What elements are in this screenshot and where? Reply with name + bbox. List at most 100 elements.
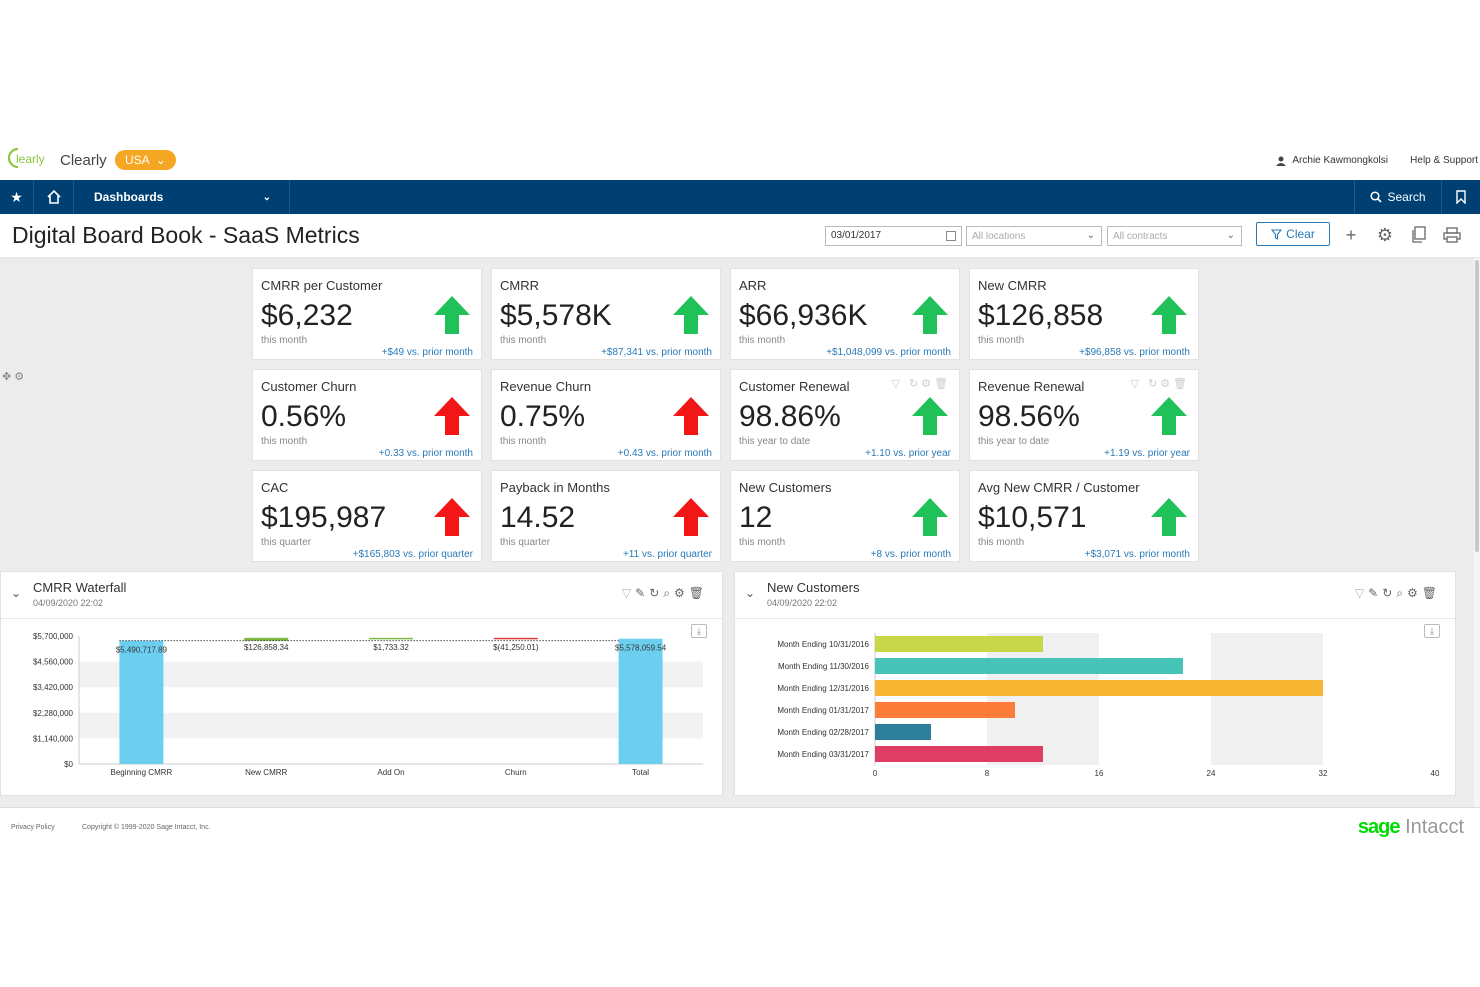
entity-selector[interactable]: USA ⌄	[115, 150, 176, 170]
clear-filters-button[interactable]: Clear	[1256, 222, 1330, 246]
copy-icon[interactable]	[1407, 224, 1429, 246]
collapse-chevron-icon[interactable]: ⌄	[745, 586, 756, 600]
kpi-delta: +$96,858 vs. prior month	[1079, 347, 1190, 358]
gear-icon[interactable]: ⚙	[674, 586, 689, 600]
kpi-tile[interactable]: Customer Renewal 98.86% this year to date +…	[730, 369, 960, 461]
waterfall-chart: $0 $1,140,000 $2,280,000 $3,420,000 $4,560,0…	[33, 632, 703, 777]
settings-gear-icon[interactable]: ⚙	[1376, 224, 1394, 245]
y-tick-label: $0	[64, 760, 73, 769]
scrollbar-thumb[interactable]	[1475, 260, 1479, 552]
kpi-title: CMRR per Customer	[261, 278, 383, 293]
refresh-icon[interactable]: ↻	[649, 586, 664, 600]
y-category-label: Month Ending 02/28/2017	[777, 728, 869, 737]
dashboards-label: Dashboards	[94, 190, 164, 204]
edit-icon[interactable]: ✎	[635, 586, 650, 600]
gear-icon[interactable]: ⚙	[1407, 586, 1422, 600]
kpi-tile[interactable]: CMRR per Customer $6,232 this month +$49 vs…	[252, 268, 482, 360]
calendar-icon[interactable]	[946, 231, 956, 241]
privacy-policy-link[interactable]: Privacy Policy	[11, 824, 55, 831]
kpi-tile[interactable]: Payback in Months 14.52 this quarter +11 vs…	[491, 470, 721, 562]
kpi-delta: +1.19 vs. prior year	[1104, 448, 1190, 459]
kpi-tile[interactable]: CAC $195,987 this quarter +$165,803 vs. pri…	[252, 470, 482, 562]
data-label: $(41,250.01)	[493, 643, 539, 652]
copyright-text: Copyright © 1999-2020 Sage Intacct, Inc.	[82, 824, 211, 831]
grid-band	[1211, 633, 1323, 765]
kpi-period: this month	[500, 335, 547, 346]
add-icon[interactable]: +	[1345, 224, 1357, 245]
kpi-period: this month	[739, 335, 786, 346]
kpi-tile[interactable]: Avg New CMRR / Customer $10,571 this month…	[969, 470, 1199, 562]
filter-icon	[1271, 228, 1283, 240]
waterfall-bar-2	[369, 637, 413, 640]
kpi-period: this year to date	[978, 436, 1050, 447]
clear-label: Clear	[1286, 227, 1315, 241]
user-name: Archie Kawmongkolsi	[1292, 155, 1388, 166]
data-label: $126,858.34	[244, 643, 289, 652]
x-tick-label: 8	[985, 769, 990, 778]
data-label: $5,490,717.89	[116, 646, 168, 655]
help-support-link[interactable]: Help & Support	[1410, 155, 1478, 166]
contracts-filter[interactable]: All contracts ⌄	[1107, 226, 1242, 246]
kpi-delta: +11 vs. prior quarter	[622, 549, 712, 560]
kpi-tile[interactable]: New Customers 12 this month +8 vs. prior mo…	[730, 470, 960, 562]
green-up-arrow-icon	[434, 296, 470, 334]
kpi-tile[interactable]: Revenue Churn 0.75% this month +0.43 vs. pr…	[491, 369, 721, 461]
y-tick-label: $2,280,000	[33, 709, 74, 718]
kpi-tile[interactable]: ARR $66,936K this month +$1,048,099 vs. pri…	[730, 268, 960, 360]
kpi-title: Payback in Months	[500, 480, 610, 495]
zoom-icon[interactable]: ⌕	[663, 586, 674, 600]
collapse-chevron-icon[interactable]: ⌄	[11, 586, 22, 600]
download-icon[interactable]: ⤓	[691, 624, 707, 638]
panel-timestamp: 04/09/2020 22:02	[33, 598, 104, 608]
filter-icon[interactable]: ▽	[1354, 586, 1369, 600]
kpi-tile[interactable]: CMRR $5,578K this month +$87,341 vs. prior …	[491, 268, 721, 360]
search-button[interactable]: Search	[1354, 180, 1442, 214]
edit-icon[interactable]: ✎	[1368, 586, 1383, 600]
date-filter[interactable]: 03/01/2017	[825, 226, 962, 246]
row-move-handle[interactable]: ✥ ⚙	[2, 370, 24, 383]
kpi-title: CAC	[261, 480, 289, 495]
date-value: 03/01/2017	[831, 230, 882, 241]
footer: Privacy Policy Copyright © 1999-2020 Sag…	[0, 807, 1480, 847]
tile-toolbar[interactable]: ▽ ↻⚙🗑	[1130, 378, 1190, 390]
kpi-delta: +$165,803 vs. prior quarter	[352, 549, 473, 560]
trash-icon[interactable]: 🗑	[688, 586, 708, 600]
gear-icon[interactable]: ⚙	[14, 371, 25, 383]
hbar-4	[875, 724, 931, 740]
logo-text: learly	[16, 152, 45, 166]
kpi-tile[interactable]: Customer Churn 0.56% this month +0.33 vs. p…	[252, 369, 482, 461]
x-tick-label: Churn	[505, 768, 527, 777]
y-tick-label: $5,700,000	[33, 632, 74, 641]
kpi-value: $10,571	[978, 501, 1087, 534]
green-up-arrow-icon	[1151, 397, 1187, 435]
favorites-button[interactable]: ★	[0, 180, 34, 214]
locations-filter[interactable]: All locations ⌄	[966, 226, 1102, 246]
x-tick-label: New CMRR	[245, 768, 287, 777]
kpi-delta: +$87,341 vs. prior month	[601, 347, 712, 358]
home-button[interactable]	[34, 180, 74, 214]
kpi-delta: +0.43 vs. prior month	[617, 448, 712, 459]
dashboards-menu[interactable]: Dashboards ⌄	[74, 180, 290, 214]
waterfall-bar-3	[493, 637, 538, 640]
zoom-icon[interactable]: ⌕	[1396, 586, 1407, 600]
bookmark-button[interactable]	[1442, 180, 1480, 214]
clearly-logo[interactable]: learly	[6, 146, 50, 172]
vertical-scrollbar[interactable]	[1474, 258, 1480, 807]
tile-toolbar[interactable]: ▽ ↻⚙🗑	[891, 378, 951, 390]
refresh-icon[interactable]: ↻	[1382, 586, 1397, 600]
green-up-arrow-icon	[912, 498, 948, 536]
download-icon[interactable]: ⤓	[1424, 624, 1440, 638]
move-icon[interactable]: ✥	[2, 371, 12, 383]
filter-icon[interactable]: ▽	[621, 586, 636, 600]
x-tick-label: 32	[1319, 769, 1328, 778]
kpi-period: this month	[739, 537, 786, 548]
trash-icon[interactable]: 🗑	[1421, 586, 1441, 600]
user-menu[interactable]: Archie Kawmongkolsi	[1276, 155, 1388, 166]
kpi-tile[interactable]: New CMRR $126,858 this month +$96,858 vs. p…	[969, 268, 1199, 360]
print-icon[interactable]	[1441, 224, 1463, 246]
kpi-title: Avg New CMRR / Customer	[978, 480, 1140, 495]
kpi-period: this quarter	[261, 537, 312, 548]
panel-divider	[1, 618, 722, 619]
kpi-tile[interactable]: Revenue Renewal 98.56% this year to date +1…	[969, 369, 1199, 461]
waterfall-bar-0	[119, 640, 164, 764]
